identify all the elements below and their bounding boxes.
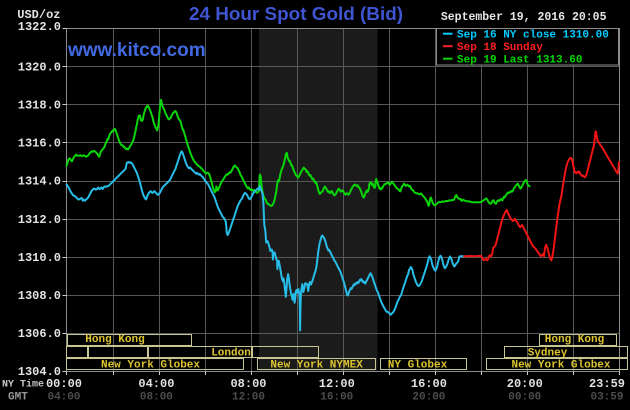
svg-text:1312.0: 1312.0: [18, 213, 61, 227]
svg-text:16:00: 16:00: [320, 392, 353, 404]
svg-text:1304.0: 1304.0: [18, 365, 61, 379]
svg-text:Hong Kong: Hong Kong: [85, 334, 144, 346]
svg-text:Hong Kong: Hong Kong: [545, 334, 604, 346]
svg-text:08:00: 08:00: [140, 392, 173, 404]
svg-text:NY Time: NY Time: [2, 378, 44, 390]
svg-text:London: London: [211, 348, 251, 360]
svg-text:Sydney: Sydney: [528, 348, 568, 360]
svg-text:20:00: 20:00: [507, 377, 543, 391]
svg-text:USD/oz: USD/oz: [17, 8, 60, 22]
svg-text:16:00: 16:00: [411, 377, 447, 391]
svg-text:September 19, 2016 20:05: September 19, 2016 20:05: [441, 11, 607, 24]
svg-text:Sep 16 NY close 1310.00: Sep 16 NY close 1310.00: [457, 29, 609, 41]
svg-text:08:00: 08:00: [230, 377, 266, 391]
svg-text:www.kitco.com: www.kitco.com: [67, 40, 206, 61]
svg-text:03:59: 03:59: [590, 392, 623, 404]
svg-text:1308.0: 1308.0: [18, 289, 61, 303]
svg-text:1318.0: 1318.0: [18, 98, 61, 112]
svg-text:1322.0: 1322.0: [18, 20, 61, 34]
svg-text:Sep 18 Sunday: Sep 18 Sunday: [457, 42, 543, 54]
svg-text:1306.0: 1306.0: [18, 327, 61, 341]
svg-text:04:00: 04:00: [138, 377, 174, 391]
svg-text:20:00: 20:00: [412, 392, 445, 404]
svg-text:New York Globex: New York Globex: [101, 359, 200, 371]
svg-text:04:00: 04:00: [47, 392, 80, 404]
svg-text:1320.0: 1320.0: [18, 60, 61, 74]
svg-text:00:00: 00:00: [46, 377, 82, 391]
svg-text:00:00: 00:00: [508, 392, 541, 404]
svg-text:1314.0: 1314.0: [18, 175, 61, 189]
svg-text:1316.0: 1316.0: [18, 137, 61, 151]
svg-text:Sep 19 Last 1313.60: Sep 19 Last 1313.60: [457, 54, 582, 66]
svg-text:NY Globex: NY Globex: [388, 359, 448, 371]
svg-text:24 Hour Spot Gold (Bid): 24 Hour Spot Gold (Bid): [189, 4, 403, 25]
svg-text:GMT: GMT: [8, 392, 28, 404]
svg-text:New York Globex: New York Globex: [511, 359, 610, 371]
svg-text:12:00: 12:00: [319, 377, 355, 391]
svg-text:New York NYMEX: New York NYMEX: [270, 359, 363, 371]
svg-text:1310.0: 1310.0: [18, 251, 61, 265]
svg-text:23:59: 23:59: [589, 377, 625, 391]
svg-text:12:00: 12:00: [232, 392, 265, 404]
